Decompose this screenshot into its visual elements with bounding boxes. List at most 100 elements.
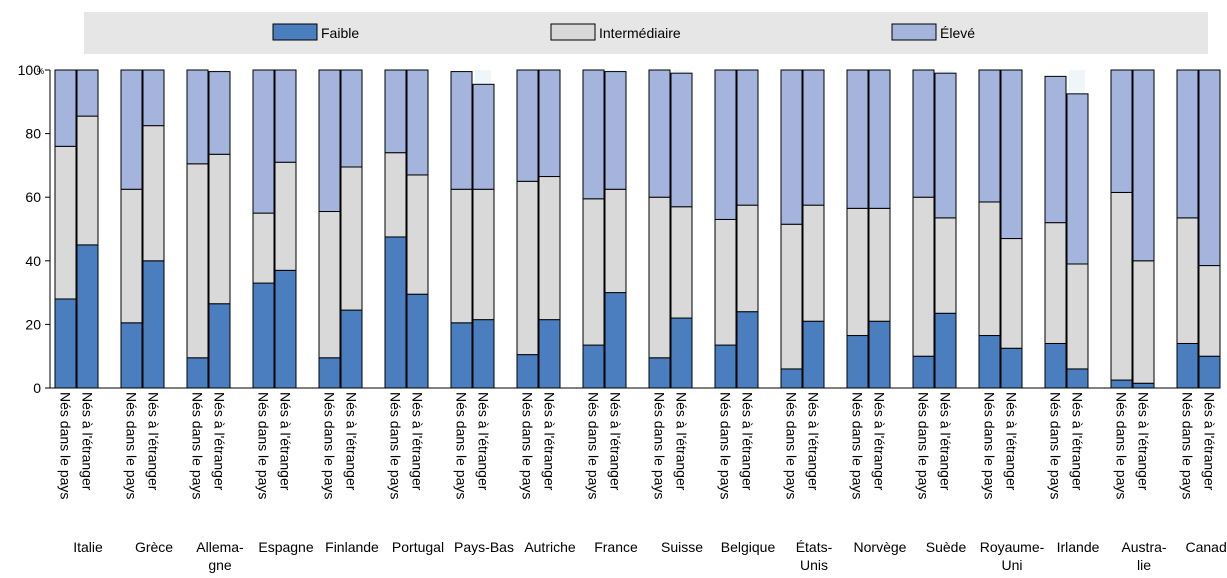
x-category-label: Nés dans le pays	[388, 392, 404, 499]
bar-segment-eleve	[1110, 69, 1133, 193]
bar-segment-intermediaire	[450, 188, 473, 324]
bar-segment-eleve	[252, 69, 275, 214]
bar-segment-faible	[670, 317, 693, 389]
bar-segment-eleve	[604, 71, 627, 190]
x-category-label: Nés à l'étranger	[1070, 392, 1086, 491]
group-label: Norvège	[854, 539, 907, 555]
legend: Faible Intermédiaire Élevé	[84, 12, 1208, 54]
bar-segment-intermediaire	[1066, 263, 1089, 370]
bar-segment-intermediaire	[1132, 260, 1155, 384]
legend-item-faible-label: Faible	[321, 25, 359, 41]
bar-segment-faible	[406, 293, 429, 389]
x-category-label: Nés dans le pays	[520, 392, 536, 499]
bar-segment-faible	[912, 355, 935, 389]
x-category-label: Nés dans le pays	[58, 392, 74, 499]
x-category-label: Nés à l'étranger	[278, 392, 294, 491]
bar-segment-intermediaire	[54, 145, 77, 300]
x-category-label: Nés à l'étranger	[344, 392, 360, 491]
group-label: Unis	[800, 557, 828, 573]
group-label: lie	[1137, 557, 1151, 573]
bar-segment-faible	[868, 320, 891, 389]
bar-segment-intermediaire	[208, 153, 231, 305]
bar-segment-eleve	[736, 69, 759, 206]
bar-segment-faible	[934, 312, 957, 389]
bar-segment-intermediaire	[780, 223, 803, 370]
bar-segment-eleve	[120, 69, 143, 190]
bar-segment-faible	[274, 269, 297, 389]
bar-segment-intermediaire	[384, 152, 407, 238]
x-category-label: Nés à l'étranger	[1136, 392, 1152, 491]
group-label: Portugal	[392, 539, 444, 555]
bar-segment-eleve	[472, 83, 495, 190]
bar-segment-faible	[1176, 342, 1199, 389]
legend-item-intermediaire-swatch	[550, 23, 596, 41]
group-label: Suède	[926, 539, 967, 555]
bar-segment-faible	[208, 303, 231, 389]
bar-segment-faible	[340, 309, 363, 389]
group-label: Grèce	[135, 539, 173, 555]
bar-segment-eleve	[142, 69, 165, 127]
group-label: Finlande	[325, 539, 379, 555]
bar-segment-eleve	[384, 69, 407, 154]
bar-segment-intermediaire	[76, 115, 99, 246]
group-label: Uni	[1001, 557, 1022, 573]
bar-segment-intermediaire	[186, 163, 209, 359]
bar-segment-intermediaire	[274, 161, 297, 271]
bar-segment-eleve	[846, 69, 869, 209]
bar-segment-eleve	[274, 69, 297, 163]
bar-segment-intermediaire	[538, 176, 561, 321]
y-tick-label: 20	[25, 316, 41, 332]
bar-segment-faible	[648, 357, 671, 389]
bar-segment-faible	[802, 320, 825, 389]
group-label: Suisse	[661, 539, 703, 555]
x-category-label: Nés dans le pays	[190, 392, 206, 499]
x-axis: Nés dans le pays Nés à l'étranger Italie Né…	[50, 387, 1227, 573]
x-category-label: Nés à l'étranger	[938, 392, 954, 491]
bar-segment-intermediaire	[142, 125, 165, 262]
bar-segment-faible	[604, 292, 627, 389]
bar-segment-faible	[186, 357, 209, 389]
bar-segment-eleve	[76, 69, 99, 117]
y-tick-label: 40	[25, 253, 41, 269]
x-category-label: Nés dans le pays	[454, 392, 470, 499]
bar-segment-eleve	[450, 71, 473, 190]
bar-segment-eleve	[934, 72, 957, 219]
bar-segment-eleve	[670, 72, 693, 208]
x-category-label: Nés dans le pays	[586, 392, 602, 499]
group-label: France	[594, 539, 638, 555]
x-category-label: Nés dans le pays	[124, 392, 140, 499]
bar-segment-eleve	[1066, 93, 1089, 265]
bar-segment-intermediaire	[670, 206, 693, 319]
bar-segment-eleve	[868, 69, 891, 209]
bar-segment-eleve	[1000, 69, 1023, 240]
bar-segment-eleve	[714, 69, 737, 220]
bar-segment-intermediaire	[648, 196, 671, 359]
bar-segment-eleve	[340, 69, 363, 168]
x-category-label: Nés à l'étranger	[80, 392, 96, 491]
bar-segment-intermediaire	[252, 212, 275, 284]
group-label: Austra-	[1121, 539, 1166, 555]
bar-segment-intermediaire	[802, 204, 825, 322]
bar-segment-intermediaire	[868, 207, 891, 322]
bar-segment-faible	[1132, 382, 1155, 389]
bar-segment-intermediaire	[912, 196, 935, 357]
bar-segment-intermediaire	[1000, 238, 1023, 349]
x-category-label: Nés à l'étranger	[608, 392, 624, 491]
group-label: Italie	[73, 539, 103, 555]
bar-segment-intermediaire	[978, 201, 1001, 337]
x-category-label: Nés à l'étranger	[212, 392, 228, 491]
bar-segment-faible	[318, 357, 341, 389]
bar-segment-eleve	[1044, 75, 1067, 224]
bar-segment-faible	[780, 368, 803, 389]
legend-item-intermediaire-label: Intermédiaire	[599, 25, 681, 41]
bar-segment-intermediaire	[318, 211, 341, 359]
y-tick-label: 80	[25, 126, 41, 142]
bar-segment-faible	[142, 260, 165, 389]
x-category-label: Nés dans le pays	[1048, 392, 1064, 499]
legend-item-eleve-swatch	[891, 23, 937, 41]
bar-segment-eleve	[780, 69, 803, 225]
bar-segment-faible	[252, 282, 275, 389]
bar-segment-intermediaire	[714, 218, 737, 346]
bar-segment-faible	[538, 319, 561, 389]
